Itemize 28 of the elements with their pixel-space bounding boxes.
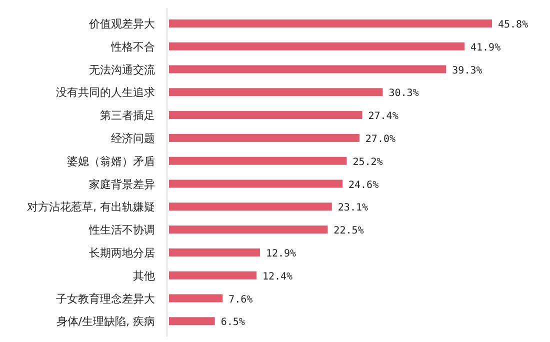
data-label: 45.8% [498,19,528,30]
data-label: 6.5% [220,317,245,328]
data-label: 41.9% [470,42,501,54]
y-tick-label: 价值观差异大 [88,17,155,30]
y-tick-label: 长期两地分居 [89,246,155,260]
data-label: 12.9% [266,248,296,260]
y-tick-label: 性格不合 [110,40,155,54]
y-tick-label: 性生活不协调 [88,224,155,237]
y-tick-label: 身体/生理缺陷, 疾病 [56,315,155,328]
y-tick-label: 婆媳（翁婿）矛盾 [67,154,155,168]
data-label: 27.4% [368,111,398,122]
data-label: 27.0% [365,134,396,145]
data-label: 7.6% [228,294,253,306]
data-label: 30.3% [388,88,419,100]
y-tick-label: 对方沾花惹草, 有出轨嫌疑 [27,200,155,214]
y-tick-label: 其他 [133,269,155,282]
y-tick-label: 子女教育理念差异大 [56,292,155,306]
data-label: 22.5% [334,226,364,237]
data-label: 25.2% [352,156,383,168]
y-tick-label: 家庭背景差异 [89,178,155,191]
y-tick-label: 无法沟通交流 [89,63,155,76]
y-tick-label: 第三者插足 [100,109,155,122]
data-label: 12.4% [262,271,293,282]
data-label: 39.3% [452,65,482,76]
y-tick-label: 经济问题 [111,132,155,145]
data-label: 24.6% [348,180,379,191]
data-label: 23.1% [338,202,368,214]
y-tick-label: 没有共同的人生追求 [56,86,155,100]
